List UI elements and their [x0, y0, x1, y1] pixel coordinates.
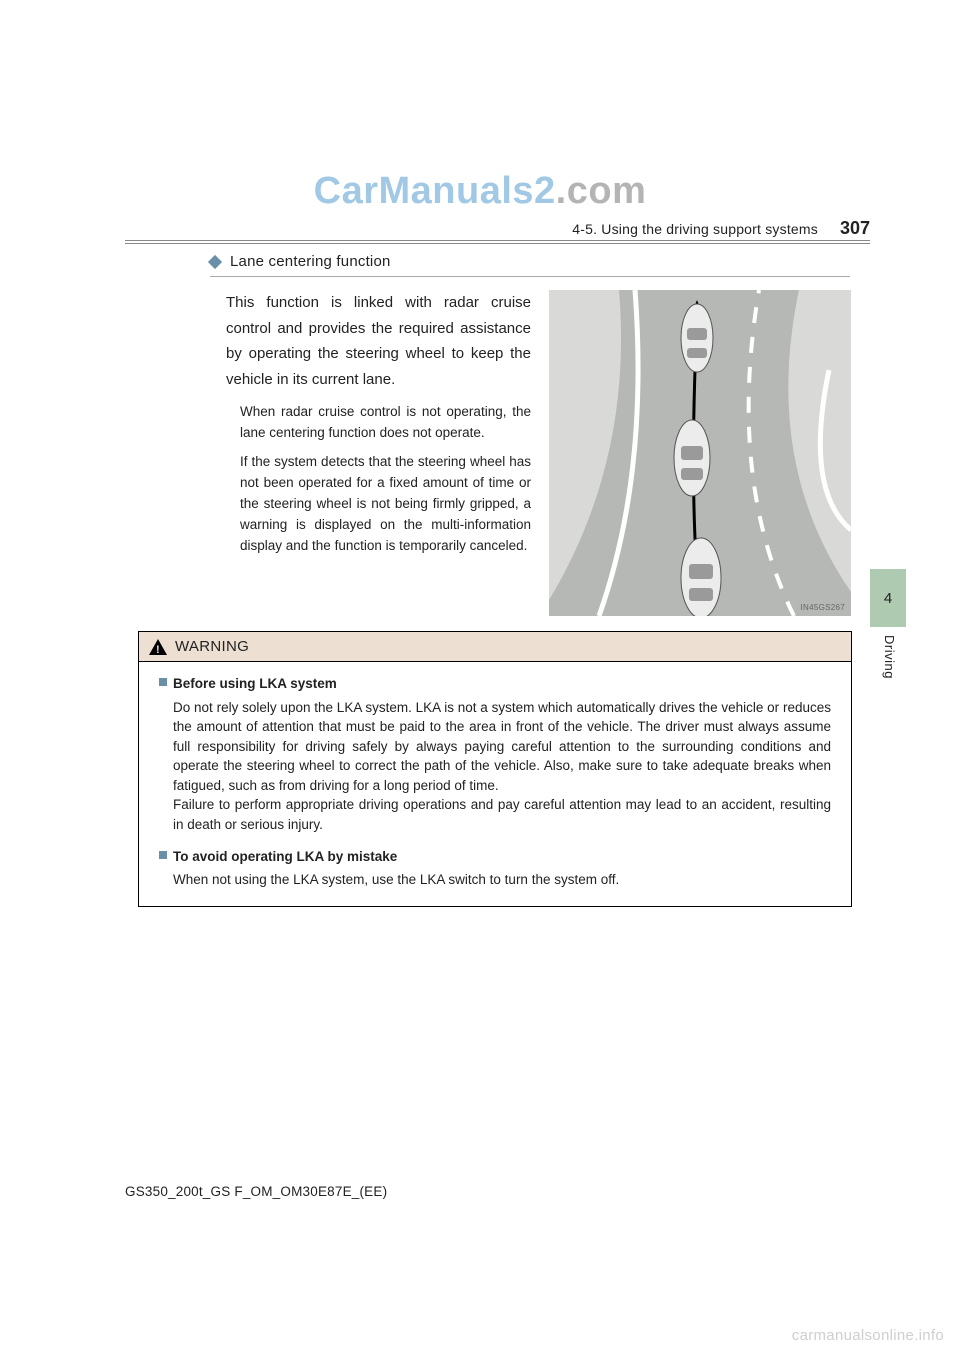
- watermark-bottom: carmanualsonline.info: [792, 1327, 944, 1344]
- body-row: This function is linked with radar cruis…: [226, 290, 851, 616]
- lane-centering-figure: IN45GS267: [549, 290, 851, 616]
- car-bottom: [681, 538, 721, 616]
- car-top-rear: [687, 348, 707, 358]
- warning-item-2-head: To avoid operating LKA by mistake: [159, 847, 831, 867]
- watermark-top: CarManuals2.com: [0, 170, 960, 213]
- header-rule-1: [125, 240, 870, 241]
- page-header: 4-5. Using the driving support systems 3…: [125, 218, 870, 239]
- warning-item-1-text: Do not rely solely upon the LKA system. …: [159, 698, 831, 835]
- car-mid-rear: [681, 468, 703, 480]
- car-mid-windshield: [681, 446, 703, 460]
- lane-figure-svg: [549, 290, 851, 616]
- warning-item-1-head: Before using LKA system: [159, 674, 831, 694]
- car-mid: [674, 420, 710, 496]
- watermark-top-suffix: .com: [556, 170, 647, 212]
- watermark-top-prefix: CarManuals2: [314, 170, 556, 212]
- warning-item-2-title: To avoid operating LKA by mistake: [173, 847, 397, 867]
- warning-box: ! WARNING Before using LKA system Do not…: [138, 631, 852, 907]
- car-top-windshield: [687, 328, 707, 340]
- sub-heading-row: Lane centering function: [210, 253, 850, 270]
- body-text-column: This function is linked with radar cruis…: [226, 290, 531, 616]
- body-main-paragraph: This function is linked with radar cruis…: [226, 290, 531, 392]
- warning-triangle-icon: !: [149, 639, 167, 655]
- figure-id: IN45GS267: [800, 603, 845, 612]
- car-bottom-rear: [689, 588, 713, 601]
- warning-body: Before using LKA system Do not rely sole…: [139, 662, 851, 906]
- chapter-tab-number: 4: [884, 590, 892, 607]
- warning-item-1-title: Before using LKA system: [173, 674, 337, 694]
- manual-page: CarManuals2.com 4-5. Using the driving s…: [0, 0, 960, 1358]
- page-number: 307: [840, 218, 870, 239]
- diamond-bullet-icon: [208, 254, 222, 268]
- body-note-1: When radar cruise control is not operati…: [226, 402, 531, 444]
- body-note-2: If the system detects that the steering …: [226, 452, 531, 557]
- warning-title: WARNING: [175, 638, 249, 655]
- lane-line-outer-right: [820, 370, 851, 530]
- car-top: [681, 304, 713, 372]
- svg-text:!: !: [156, 644, 160, 655]
- chapter-tab-label: Driving: [882, 635, 897, 679]
- square-bullet-icon: [159, 678, 167, 686]
- header-rule-2: [125, 243, 870, 244]
- warning-item-2-text: When not using the LKA system, use the L…: [159, 870, 831, 890]
- section-title: 4-5. Using the driving support systems: [572, 221, 818, 237]
- sub-heading-text: Lane centering function: [230, 253, 391, 270]
- chapter-tab: 4: [870, 569, 906, 627]
- car-bottom-windshield: [689, 564, 713, 579]
- square-bullet-icon: [159, 851, 167, 859]
- warning-header: ! WARNING: [139, 632, 851, 662]
- sub-heading-rule: [210, 276, 850, 277]
- footer-doc-id: GS350_200t_GS F_OM_OM30E87E_(EE): [125, 1184, 387, 1199]
